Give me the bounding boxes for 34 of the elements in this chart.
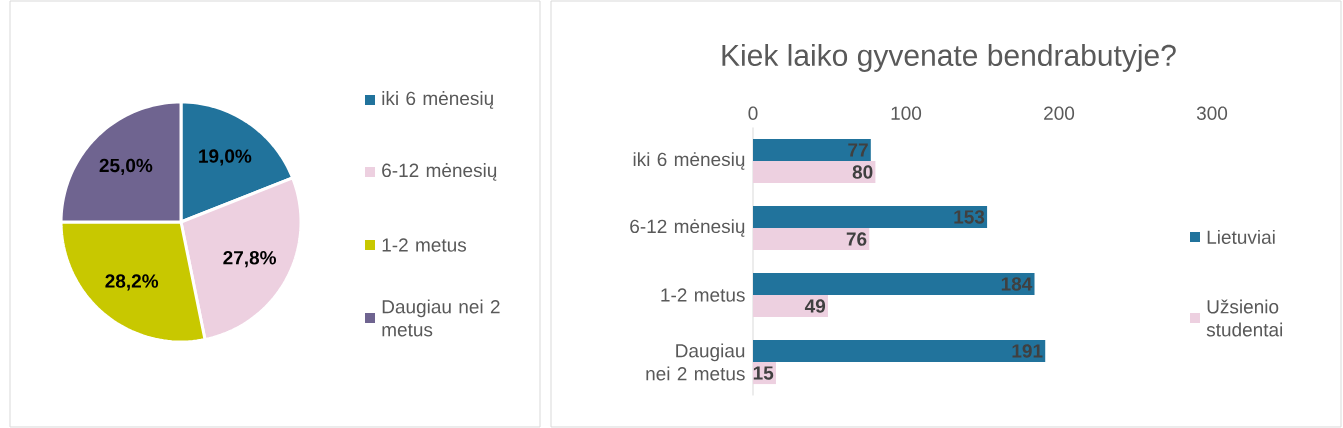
bar [753, 227, 870, 251]
y-tick-label: 6-12 mėnesių [630, 219, 745, 237]
data-label: 191 [1012, 344, 1043, 358]
data-label: 15 [753, 366, 774, 380]
bar [753, 138, 871, 161]
x-tick-label: 300 [1196, 106, 1228, 120]
data-label: 76 [846, 232, 867, 246]
legend-label: 6-12 mėnesių [382, 163, 497, 181]
legend-label: Užsienio studentai [1206, 299, 1283, 337]
data-label: 28,2% [105, 274, 159, 291]
data-label: 184 [1001, 277, 1033, 291]
x-tick-label: 100 [891, 106, 922, 120]
x-tick-label: 200 [1044, 106, 1075, 120]
data-label: 27,8% [223, 251, 277, 268]
bar [753, 272, 1035, 295]
bar [753, 339, 1046, 362]
x-tick-label: 0 [748, 106, 758, 120]
data-label: 80 [852, 165, 873, 179]
data-label: 19,0% [199, 149, 252, 166]
bar [753, 160, 876, 184]
legend-label: Daugiau nei 2 metus [382, 299, 500, 337]
bar [753, 294, 828, 318]
legend-label: Lietuviai [1207, 230, 1275, 244]
legend-label: 1-2 metus [382, 238, 467, 252]
chart-title: Kiek laiko gyvenate bendrabutyje? [722, 44, 1176, 72]
data-label: 25,0% [99, 158, 153, 175]
legend-label: iki 6 mėnesių [382, 91, 494, 109]
data-label: 153 [954, 210, 985, 224]
data-label: 49 [804, 299, 826, 313]
y-tick-label: 1-2 metus [661, 288, 745, 302]
bar [753, 205, 988, 228]
data-label: 77 [848, 143, 868, 157]
y-tick-label: iki 6 mėnesių [633, 152, 745, 170]
y-tick-label: Daugiau nei 2 metus [646, 343, 745, 381]
